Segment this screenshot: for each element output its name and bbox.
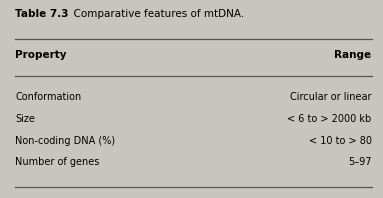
Text: Size: Size bbox=[15, 114, 35, 124]
Text: Non-coding DNA (%): Non-coding DNA (%) bbox=[15, 136, 115, 146]
Text: < 10 to > 80: < 10 to > 80 bbox=[309, 136, 372, 146]
Text: Circular or linear: Circular or linear bbox=[290, 92, 372, 102]
Text: Range: Range bbox=[334, 50, 372, 61]
Text: 5–97: 5–97 bbox=[348, 157, 372, 168]
Text: Table 7.3: Table 7.3 bbox=[15, 9, 69, 19]
Text: Comparative features of mtDNA.: Comparative features of mtDNA. bbox=[67, 9, 244, 19]
Text: < 6 to > 2000 kb: < 6 to > 2000 kb bbox=[287, 114, 372, 124]
Text: Number of genes: Number of genes bbox=[15, 157, 100, 168]
Text: Property: Property bbox=[15, 50, 67, 61]
Text: Conformation: Conformation bbox=[15, 92, 82, 102]
